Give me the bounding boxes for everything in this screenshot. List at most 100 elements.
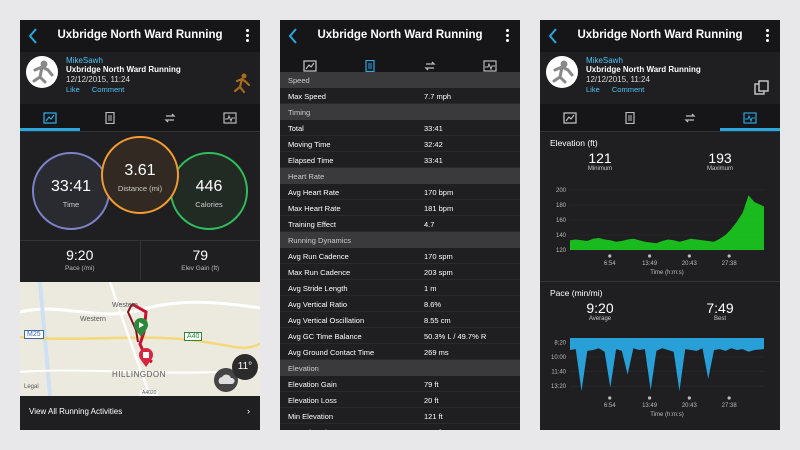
section-header: Running Dynamics: [280, 232, 520, 248]
tab-charts[interactable]: [200, 104, 260, 131]
like-link[interactable]: Like: [586, 85, 600, 94]
elev-gain-value: 79: [192, 247, 209, 263]
detail-row: Elevation Loss 20 ft: [280, 392, 520, 408]
tab-laps[interactable]: [140, 104, 200, 131]
pace-best-label: Best: [713, 316, 726, 322]
detail-label: Avg Run Cadence: [288, 252, 349, 261]
comment-link[interactable]: Comment: [611, 85, 645, 94]
y-tick-label: 160: [556, 218, 567, 224]
app-header: Uxbridge North Ward Running: [540, 20, 780, 52]
detail-value: 121 ft: [424, 412, 443, 421]
pace-label: Pace (/mi): [64, 265, 95, 272]
tab-laps[interactable]: [400, 52, 460, 79]
x-tick-dot: [687, 254, 691, 258]
detail-value: 20 ft: [424, 396, 439, 405]
x-axis-label: Time (h:m:s): [650, 412, 683, 418]
pace-average-label: Average: [588, 316, 612, 322]
tab-summary[interactable]: [540, 104, 600, 131]
elevation-min-label: Minimum: [587, 166, 613, 172]
chart-icon: [743, 111, 757, 124]
more-options-icon[interactable]: [246, 29, 250, 43]
detail-value: 170 spm: [424, 252, 453, 261]
map-legal-link[interactable]: Legal: [24, 384, 39, 390]
activity-owner: MikeSawh Uxbridge North Ward Running 12/…: [20, 52, 260, 104]
notes-icon: [625, 111, 635, 124]
detail-value: 170 bpm: [424, 188, 454, 197]
back-arrow-icon[interactable]: [28, 28, 38, 44]
y-tick-label: 11:40: [551, 370, 566, 376]
tab-summary[interactable]: [20, 104, 80, 131]
detail-label: Min Elevation: [288, 412, 334, 421]
elevation-chart[interactable]: 120 140 160 180 200 6:54 13:49 20:43 27:38 Time (…: [540, 184, 780, 280]
tab-details[interactable]: [600, 104, 660, 131]
tab-charts[interactable]: [460, 52, 520, 79]
user-name-link[interactable]: MikeSawh: [66, 56, 103, 65]
detail-row: Avg Vertical Ratio 8.6%: [280, 296, 520, 312]
detail-row: Max Run Cadence 203 spm: [280, 264, 520, 280]
laps-icon: [684, 113, 696, 122]
route-map[interactable]: M25 Western Western A40 HILLINGDON Legal…: [20, 282, 260, 396]
temperature-badge: 11°: [232, 354, 258, 380]
y-tick-label: 10:00: [551, 355, 567, 361]
tab-bar: [540, 104, 780, 132]
detail-label: Moving Time: [288, 140, 331, 149]
detail-label: Avg Heart Rate: [288, 188, 340, 197]
pace-chart[interactable]: 8:20 10:00 11:40 13:20 6:54 13:49 20:43 27:38 Ti…: [540, 334, 780, 424]
tab-charts[interactable]: [720, 104, 780, 131]
elevation-max-value: 193: [708, 150, 732, 166]
y-tick-label: 180: [556, 203, 567, 209]
x-tick-label: 13:49: [642, 261, 658, 267]
pace-best: 7:49 Best: [660, 300, 780, 334]
chevron-right-icon: ›: [247, 406, 250, 416]
more-options-icon[interactable]: [766, 29, 770, 43]
detail-label: Max Heart Rate: [288, 204, 341, 213]
avatar: [26, 56, 58, 88]
detail-value: 4.7: [424, 220, 435, 229]
activity-date: 12/12/2015, 11:24: [586, 75, 650, 84]
detail-label: Max Run Cadence: [288, 268, 351, 277]
detail-label: Max Speed: [288, 92, 326, 101]
elev-gain-label: Elev Gain (ft): [181, 265, 220, 272]
map-label-hillingdon: HILLINGDON: [112, 370, 166, 379]
pace-average-value: 9:20: [586, 300, 614, 316]
detail-value: 1 m: [424, 284, 437, 293]
x-tick-label: 20:43: [682, 261, 698, 267]
x-tick-dot: [608, 254, 612, 258]
pace-value: 9:20: [66, 247, 94, 263]
summary-rings: 33:41 Time 446 Calories 3.61 Distance (m…: [20, 132, 260, 240]
chart-icon: [223, 111, 237, 124]
back-arrow-icon[interactable]: [288, 28, 298, 44]
time-ring: 33:41 Time: [32, 152, 110, 230]
x-tick-label: 13:49: [642, 403, 658, 409]
user-name-link[interactable]: MikeSawh: [586, 56, 623, 65]
runner-icon: [233, 73, 251, 94]
tab-laps[interactable]: [660, 104, 720, 131]
back-arrow-icon[interactable]: [548, 28, 558, 44]
tab-summary[interactable]: [280, 52, 340, 79]
distance-value: 3.61: [124, 162, 156, 179]
map-label-a40: A40: [184, 332, 203, 341]
like-link[interactable]: Like: [66, 85, 80, 94]
section-header: Elevation: [280, 360, 520, 376]
elevation-min: 121 Minimum: [540, 150, 660, 184]
section-header: Speed: [280, 72, 520, 88]
detail-value: 7.7 mph: [424, 92, 452, 101]
tab-details[interactable]: [80, 104, 140, 131]
detail-label: Elevation Loss: [288, 396, 337, 405]
section-header: Timing: [280, 104, 520, 120]
detail-value: 50.3% L / 49.7% R: [424, 332, 487, 341]
x-tick-label: 6:54: [604, 261, 616, 267]
copy-icon[interactable]: [754, 80, 770, 96]
more-options-icon[interactable]: [506, 29, 510, 43]
x-tick-dot: [608, 396, 612, 400]
calories-value: 446: [195, 178, 223, 195]
tab-bar: [20, 104, 260, 132]
pace-chart-section: Pace (min/mi) 9:20 Average 7:49 Best 8:20 1…: [540, 282, 780, 422]
map-roads: [20, 282, 260, 396]
x-tick-dot: [648, 254, 652, 258]
view-all-activities-link[interactable]: View All Running Activities ›: [20, 398, 260, 426]
details-list: Speed Max Speed 7.7 mph Timing Total 33:41 Mov…: [280, 72, 520, 430]
activity-date: 12/12/2015, 11:24: [66, 75, 130, 84]
comment-link[interactable]: Comment: [91, 85, 125, 94]
x-tick-label: 27:38: [722, 403, 738, 409]
